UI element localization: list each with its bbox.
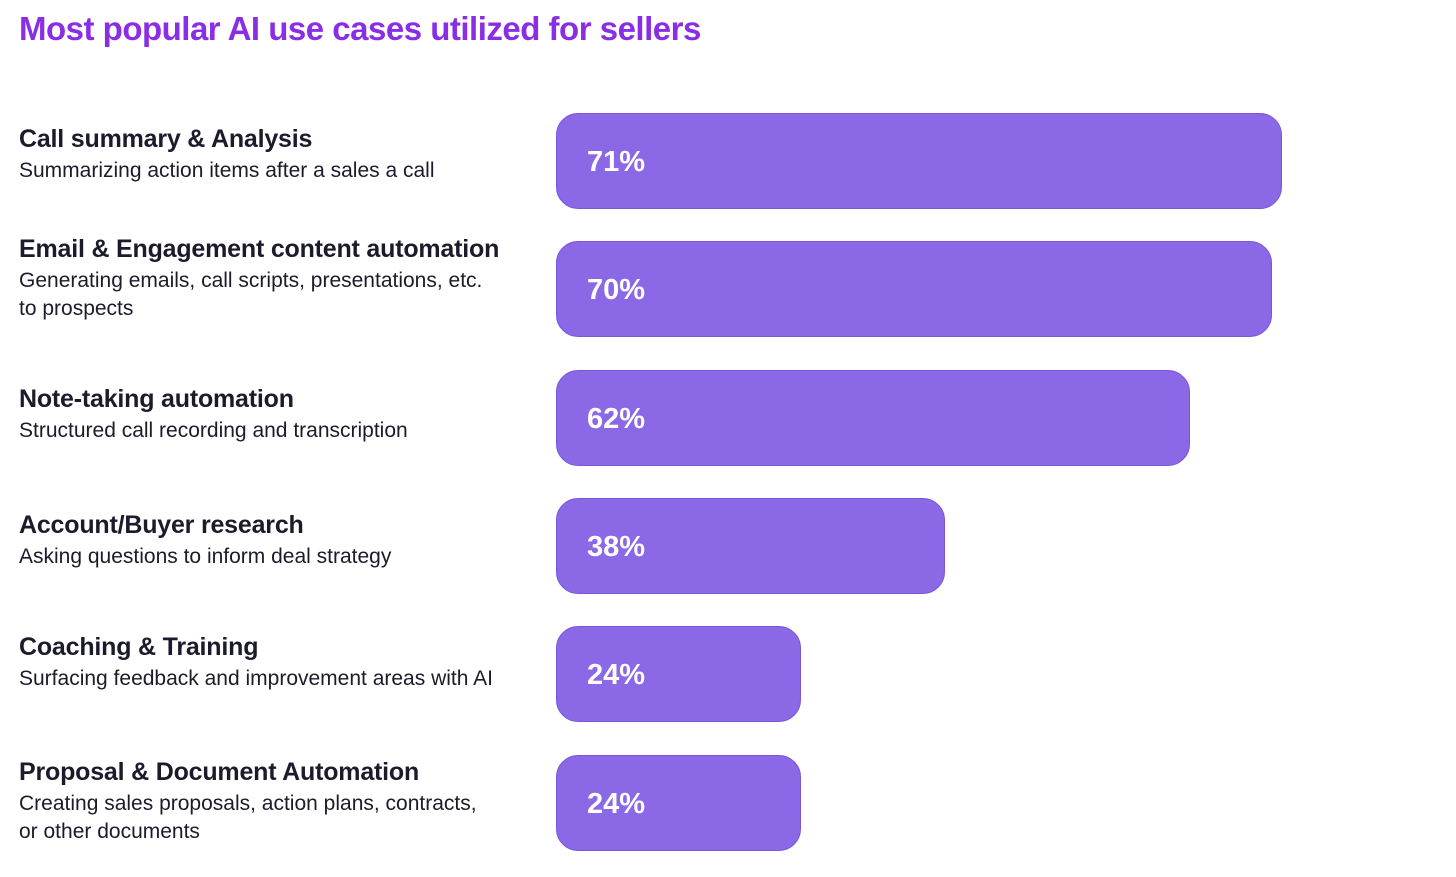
category-label: Account/Buyer research Asking questions t… <box>19 510 539 571</box>
category-title: Call summary & Analysis <box>19 125 313 153</box>
category-title: Coaching & Training <box>19 633 259 661</box>
bar-value-label: 24% <box>587 788 646 820</box>
category-description: Generating emails, call scripts, present… <box>19 269 483 320</box>
category-title: Note-taking automation <box>19 385 294 413</box>
category-label: Email & Engagement content automation Gen… <box>19 234 539 323</box>
bar: 70% <box>556 241 1272 337</box>
category-label: Coaching & Training Surfacing feedback an… <box>19 632 539 693</box>
bar-value-label: 71% <box>587 146 646 178</box>
bar-value-label: 70% <box>587 274 646 306</box>
category-description: Asking questions to inform deal strategy <box>19 545 392 568</box>
category-description: Creating sales proposals, action plans, … <box>19 792 477 843</box>
bar: 38% <box>556 498 945 594</box>
category-description: Surfacing feedback and improvement areas… <box>19 667 493 690</box>
bar-value-label: 62% <box>587 403 646 435</box>
category-description: Structured call recording and transcript… <box>19 419 408 442</box>
category-title: Proposal & Document Automation <box>19 758 420 786</box>
bar: 24% <box>556 755 801 851</box>
category-label: Note-taking automation Structured call re… <box>19 384 539 445</box>
category-title: Email & Engagement content automation <box>19 235 500 263</box>
category-description: Summarizing action items after a sales a… <box>19 159 435 182</box>
bar: 71% <box>556 113 1282 209</box>
category-title: Account/Buyer research <box>19 511 304 539</box>
bar-value-label: 38% <box>587 531 646 563</box>
bar: 62% <box>556 370 1190 466</box>
bar-value-label: 24% <box>587 659 646 691</box>
category-label: Proposal & Document Automation Creating s… <box>19 757 539 846</box>
chart-title: Most popular AI use cases utilized for s… <box>19 10 701 47</box>
bar: 24% <box>556 626 801 722</box>
category-label: Call summary & Analysis Summarizing actio… <box>19 124 539 185</box>
